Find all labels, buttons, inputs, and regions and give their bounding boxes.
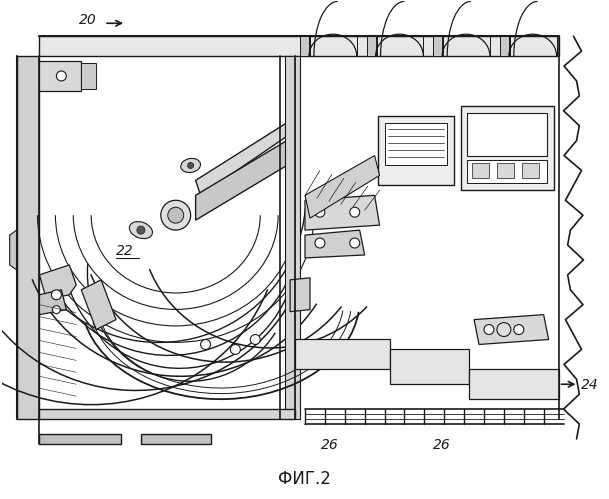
Text: 22: 22	[116, 244, 134, 258]
Circle shape	[57, 71, 66, 81]
Polygon shape	[195, 136, 295, 220]
Ellipse shape	[181, 158, 200, 173]
Polygon shape	[141, 434, 211, 444]
Circle shape	[350, 238, 360, 248]
Polygon shape	[461, 106, 554, 190]
Polygon shape	[500, 36, 510, 56]
Text: 20: 20	[79, 13, 97, 27]
Polygon shape	[195, 121, 295, 195]
Circle shape	[250, 334, 260, 344]
Circle shape	[137, 226, 145, 234]
Polygon shape	[40, 265, 76, 300]
Polygon shape	[367, 36, 376, 56]
Polygon shape	[40, 61, 81, 91]
Polygon shape	[474, 315, 549, 344]
Polygon shape	[295, 339, 390, 369]
Polygon shape	[16, 33, 596, 447]
Circle shape	[230, 344, 241, 354]
Text: 26: 26	[434, 438, 451, 452]
Polygon shape	[40, 434, 121, 444]
Polygon shape	[10, 230, 16, 270]
Text: 24: 24	[580, 378, 598, 392]
Circle shape	[315, 207, 325, 217]
Polygon shape	[472, 164, 489, 179]
Polygon shape	[290, 278, 310, 312]
Polygon shape	[40, 290, 66, 315]
Polygon shape	[285, 56, 300, 419]
Circle shape	[161, 200, 191, 230]
Circle shape	[51, 290, 62, 300]
Polygon shape	[305, 195, 379, 230]
Circle shape	[484, 324, 494, 334]
Polygon shape	[81, 280, 116, 329]
Polygon shape	[300, 36, 310, 56]
Text: 26: 26	[321, 438, 339, 452]
Polygon shape	[305, 156, 379, 218]
Polygon shape	[467, 161, 547, 183]
Polygon shape	[522, 164, 539, 179]
Polygon shape	[469, 369, 558, 399]
Circle shape	[350, 207, 360, 217]
Polygon shape	[497, 164, 514, 179]
Circle shape	[52, 306, 60, 314]
Polygon shape	[40, 36, 558, 56]
Polygon shape	[305, 230, 365, 258]
Circle shape	[200, 339, 211, 349]
Circle shape	[514, 324, 524, 334]
Polygon shape	[390, 349, 469, 384]
Polygon shape	[40, 409, 295, 419]
Polygon shape	[467, 113, 547, 156]
Polygon shape	[16, 56, 40, 419]
Polygon shape	[378, 116, 454, 185]
Circle shape	[315, 238, 325, 248]
Circle shape	[497, 322, 511, 336]
Text: ФИГ.2: ФИГ.2	[278, 470, 331, 488]
Polygon shape	[384, 123, 447, 166]
Circle shape	[167, 207, 184, 223]
Circle shape	[188, 163, 194, 169]
Ellipse shape	[129, 222, 152, 239]
Polygon shape	[81, 63, 96, 89]
Polygon shape	[433, 36, 443, 56]
